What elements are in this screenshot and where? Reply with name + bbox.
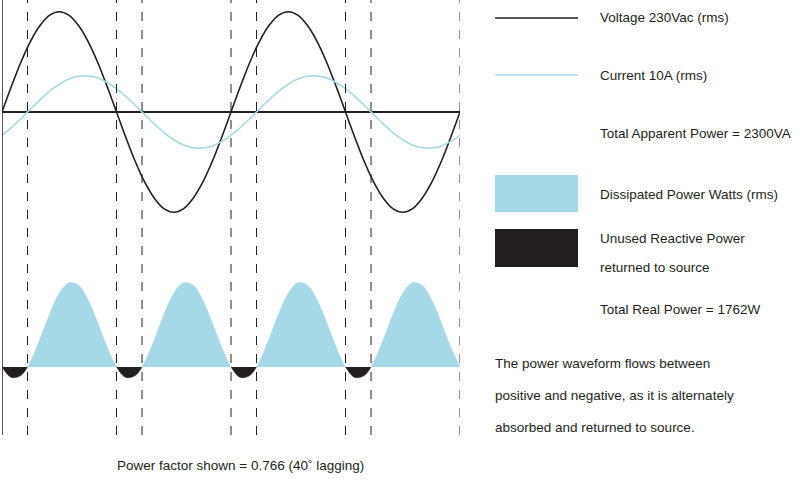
svg-text:positive and negative, as it i: positive and negative, as it is alternat… [495, 388, 734, 403]
svg-text:Total Apparent Power = 2300VA: Total Apparent Power = 2300VA [600, 126, 791, 141]
svg-text:Dissipated Power Watts (rms): Dissipated Power Watts (rms) [600, 187, 778, 202]
svg-text:The power waveform flows betwe: The power waveform flows between [495, 356, 710, 371]
svg-text:Power factor shown = 0.766 (40: Power factor shown = 0.766 (40˚ lagging) [117, 458, 364, 473]
svg-text:Voltage 230Vac (rms): Voltage 230Vac (rms) [600, 10, 729, 25]
svg-text:absorbed and returned to sourc: absorbed and returned to source. [495, 420, 695, 435]
svg-text:Unused Reactive Power: Unused Reactive Power [600, 231, 745, 246]
svg-text:Total Real Power = 1762W: Total Real Power = 1762W [600, 302, 760, 317]
svg-text:returned to source: returned to source [600, 260, 710, 275]
svg-text:Current 10A (rms): Current 10A (rms) [600, 68, 707, 83]
